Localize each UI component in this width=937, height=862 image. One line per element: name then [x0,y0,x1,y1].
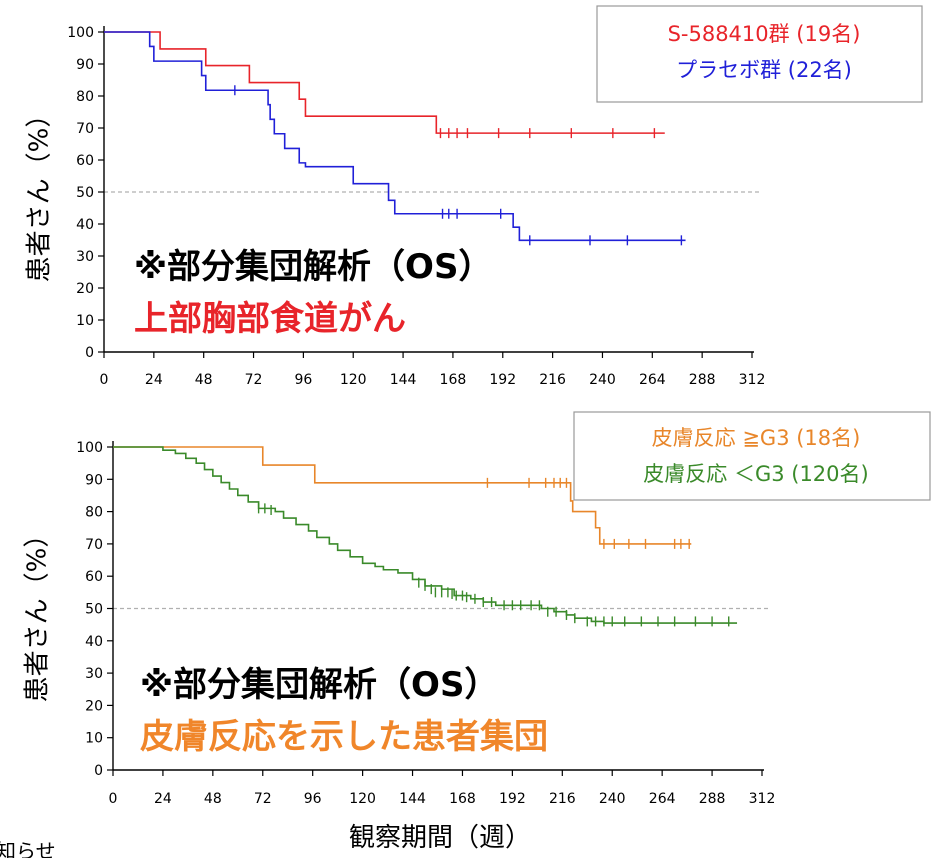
x-tick-label: 288 [689,372,716,388]
series-line-2 [104,31,686,242]
x-tick-label: 72 [245,372,263,388]
y-axis-label: 患者さん（%） [25,102,55,283]
x-tick-label: 120 [349,791,376,807]
x-tick-label: 72 [254,791,272,807]
x-tick-label: 288 [699,791,726,807]
x-tick-label: 216 [549,791,576,807]
y-tick-label: 90 [76,57,94,73]
y-tick-label: 50 [85,602,103,618]
x-tick-label: 192 [489,372,516,388]
y-tick-label: 100 [67,25,94,41]
footer-text-fragment: 知らせ [0,839,56,858]
chart-1: 0 10 20 30 40 50 60 70 80 90 100 0 24 48 72 96 120 144 168… [25,5,923,388]
y-tick-label: 60 [76,153,94,169]
y-tick-label: 70 [76,121,94,137]
x-tick-label: 192 [499,791,526,807]
series-line-2 [113,446,738,624]
x-tick-label: 264 [649,791,676,807]
chart-2: 0 10 20 30 40 50 60 70 80 90 100 0 24 48 72 96 120 144 168… [23,411,931,807]
y-tick-label: 10 [76,313,94,329]
legend-entry-1: S-588410群 (19名) [668,22,861,46]
x-tick-label: 168 [449,791,476,807]
x-tick-label: 24 [154,791,172,807]
x-tick-label: 120 [340,372,367,388]
x-tick-label: 0 [100,372,109,388]
legend-box [596,5,923,103]
legend-entry-2: プラセボ群 (22名) [676,58,852,82]
series-line-1 [113,446,692,545]
y-tick-label: 90 [85,472,103,488]
x-tick-label: 240 [599,791,626,807]
x-tick-label: 312 [739,372,766,388]
y-tick-label: 50 [76,185,94,201]
x-tick-label: 144 [399,791,426,807]
y-tick-label: 40 [85,634,103,650]
y-axis-label: 患者さん（%） [23,522,53,703]
y-tick-label: 80 [85,505,103,521]
x-axis-label: 観察期間（週） [349,823,531,853]
y-tick-label: 80 [76,89,94,105]
annotation-group-name: 上部胸部食道がん [134,299,406,339]
y-tick-label: 20 [76,281,94,297]
annotation-subgroup: ※部分集団解析（OS） [140,665,498,705]
legend-box [573,411,931,501]
y-tick-label: 0 [85,345,94,361]
y-tick-label: 60 [85,569,103,585]
y-tick-label: 100 [76,440,103,456]
x-tick-label: 48 [195,372,213,388]
x-tick-label: 144 [390,372,417,388]
x-tick-label: 240 [589,372,616,388]
y-tick-label: 70 [85,537,103,553]
x-tick-label: 264 [639,372,666,388]
x-tick-label: 96 [304,791,322,807]
legend-entry-2: 皮膚反応 ＜G3 (120名) [643,462,868,486]
legend-entry-1: 皮膚反応 ≧G3 (18名) [652,426,861,450]
x-tick-label: 216 [539,372,566,388]
y-tick-label: 40 [76,217,94,233]
x-tick-label: 312 [749,791,776,807]
annotation-subgroup: ※部分集団解析（OS） [134,247,492,287]
x-tick-label: 96 [294,372,312,388]
series-line-1 [104,31,665,134]
y-tick-label: 0 [94,763,103,779]
x-tick-label: 168 [440,372,467,388]
x-tick-label: 48 [204,791,222,807]
y-tick-label: 30 [85,666,103,682]
y-tick-label: 30 [76,249,94,265]
annotation-group-name: 皮膚反応を示した患者集団 [140,717,548,757]
x-tick-label: 24 [145,372,163,388]
x-tick-label: 0 [109,791,118,807]
y-tick-label: 20 [85,698,103,714]
y-tick-label: 10 [85,731,103,747]
